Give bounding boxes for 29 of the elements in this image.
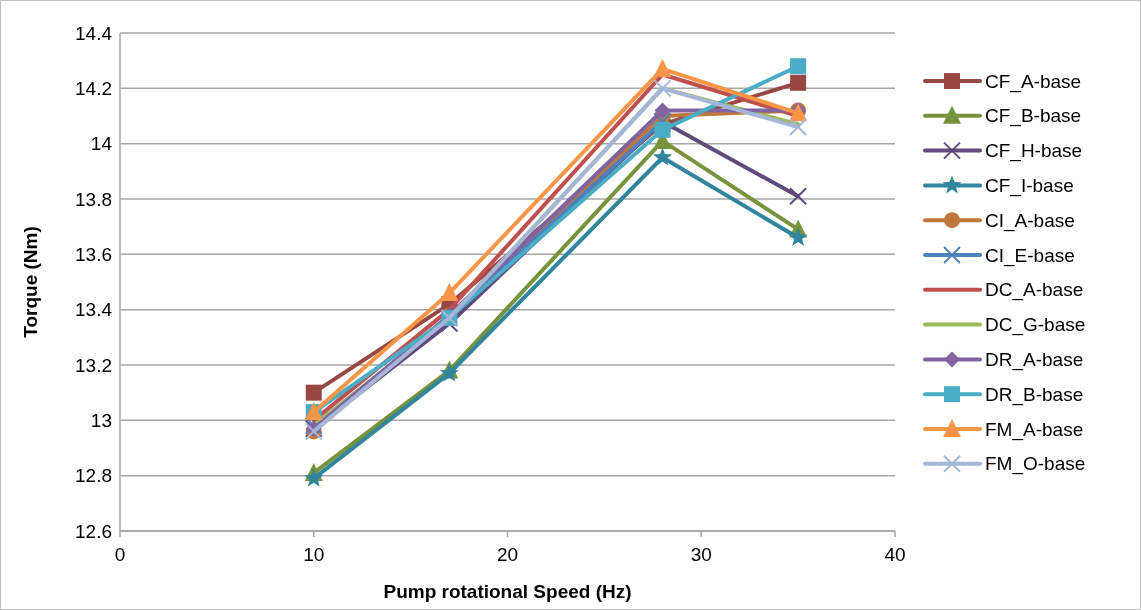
- y-tick-label: 14.2: [75, 77, 112, 99]
- y-tick-label: 13: [90, 409, 112, 431]
- x-tick-label: 20: [496, 544, 519, 565]
- legend-label: DR_A-base: [985, 349, 1084, 372]
- x-tick-label: 10: [303, 544, 325, 565]
- legend-label: CF_H-base: [985, 140, 1083, 163]
- y-tick-label: 12.8: [75, 465, 112, 487]
- y-tick-label: 13.2: [75, 354, 112, 376]
- legend-label: FM_A-base: [985, 418, 1084, 441]
- y-tick-label: 13.8: [75, 188, 112, 210]
- y-axis-title: Torque (Nm): [20, 226, 41, 338]
- x-tick-label: 30: [690, 544, 712, 565]
- legend-label: CF_I-base: [985, 175, 1074, 198]
- y-tick-label: 14: [90, 133, 113, 155]
- y-tick-label: 14.4: [75, 22, 113, 44]
- legend-label: FM_O-base: [985, 453, 1086, 476]
- x-axis-title: Pump rotational Speed (Hz): [383, 581, 632, 602]
- legend-label: CI_E-base: [985, 244, 1075, 267]
- x-tick-label: 40: [884, 544, 906, 565]
- y-tick-label: 13.4: [75, 299, 113, 321]
- legend-label: CI_A-base: [985, 209, 1075, 232]
- legend-label: CF_A-base: [985, 70, 1082, 93]
- legend-label: DC_G-base: [985, 314, 1086, 337]
- y-tick-label: 12.6: [75, 520, 112, 542]
- legend-label: DC_A-base: [985, 279, 1084, 302]
- legend-label: DR_B-base: [985, 383, 1084, 406]
- x-tick-label: 0: [114, 544, 126, 565]
- y-tick-label: 13.6: [75, 243, 112, 265]
- legend-label: CF_B-base: [985, 105, 1082, 128]
